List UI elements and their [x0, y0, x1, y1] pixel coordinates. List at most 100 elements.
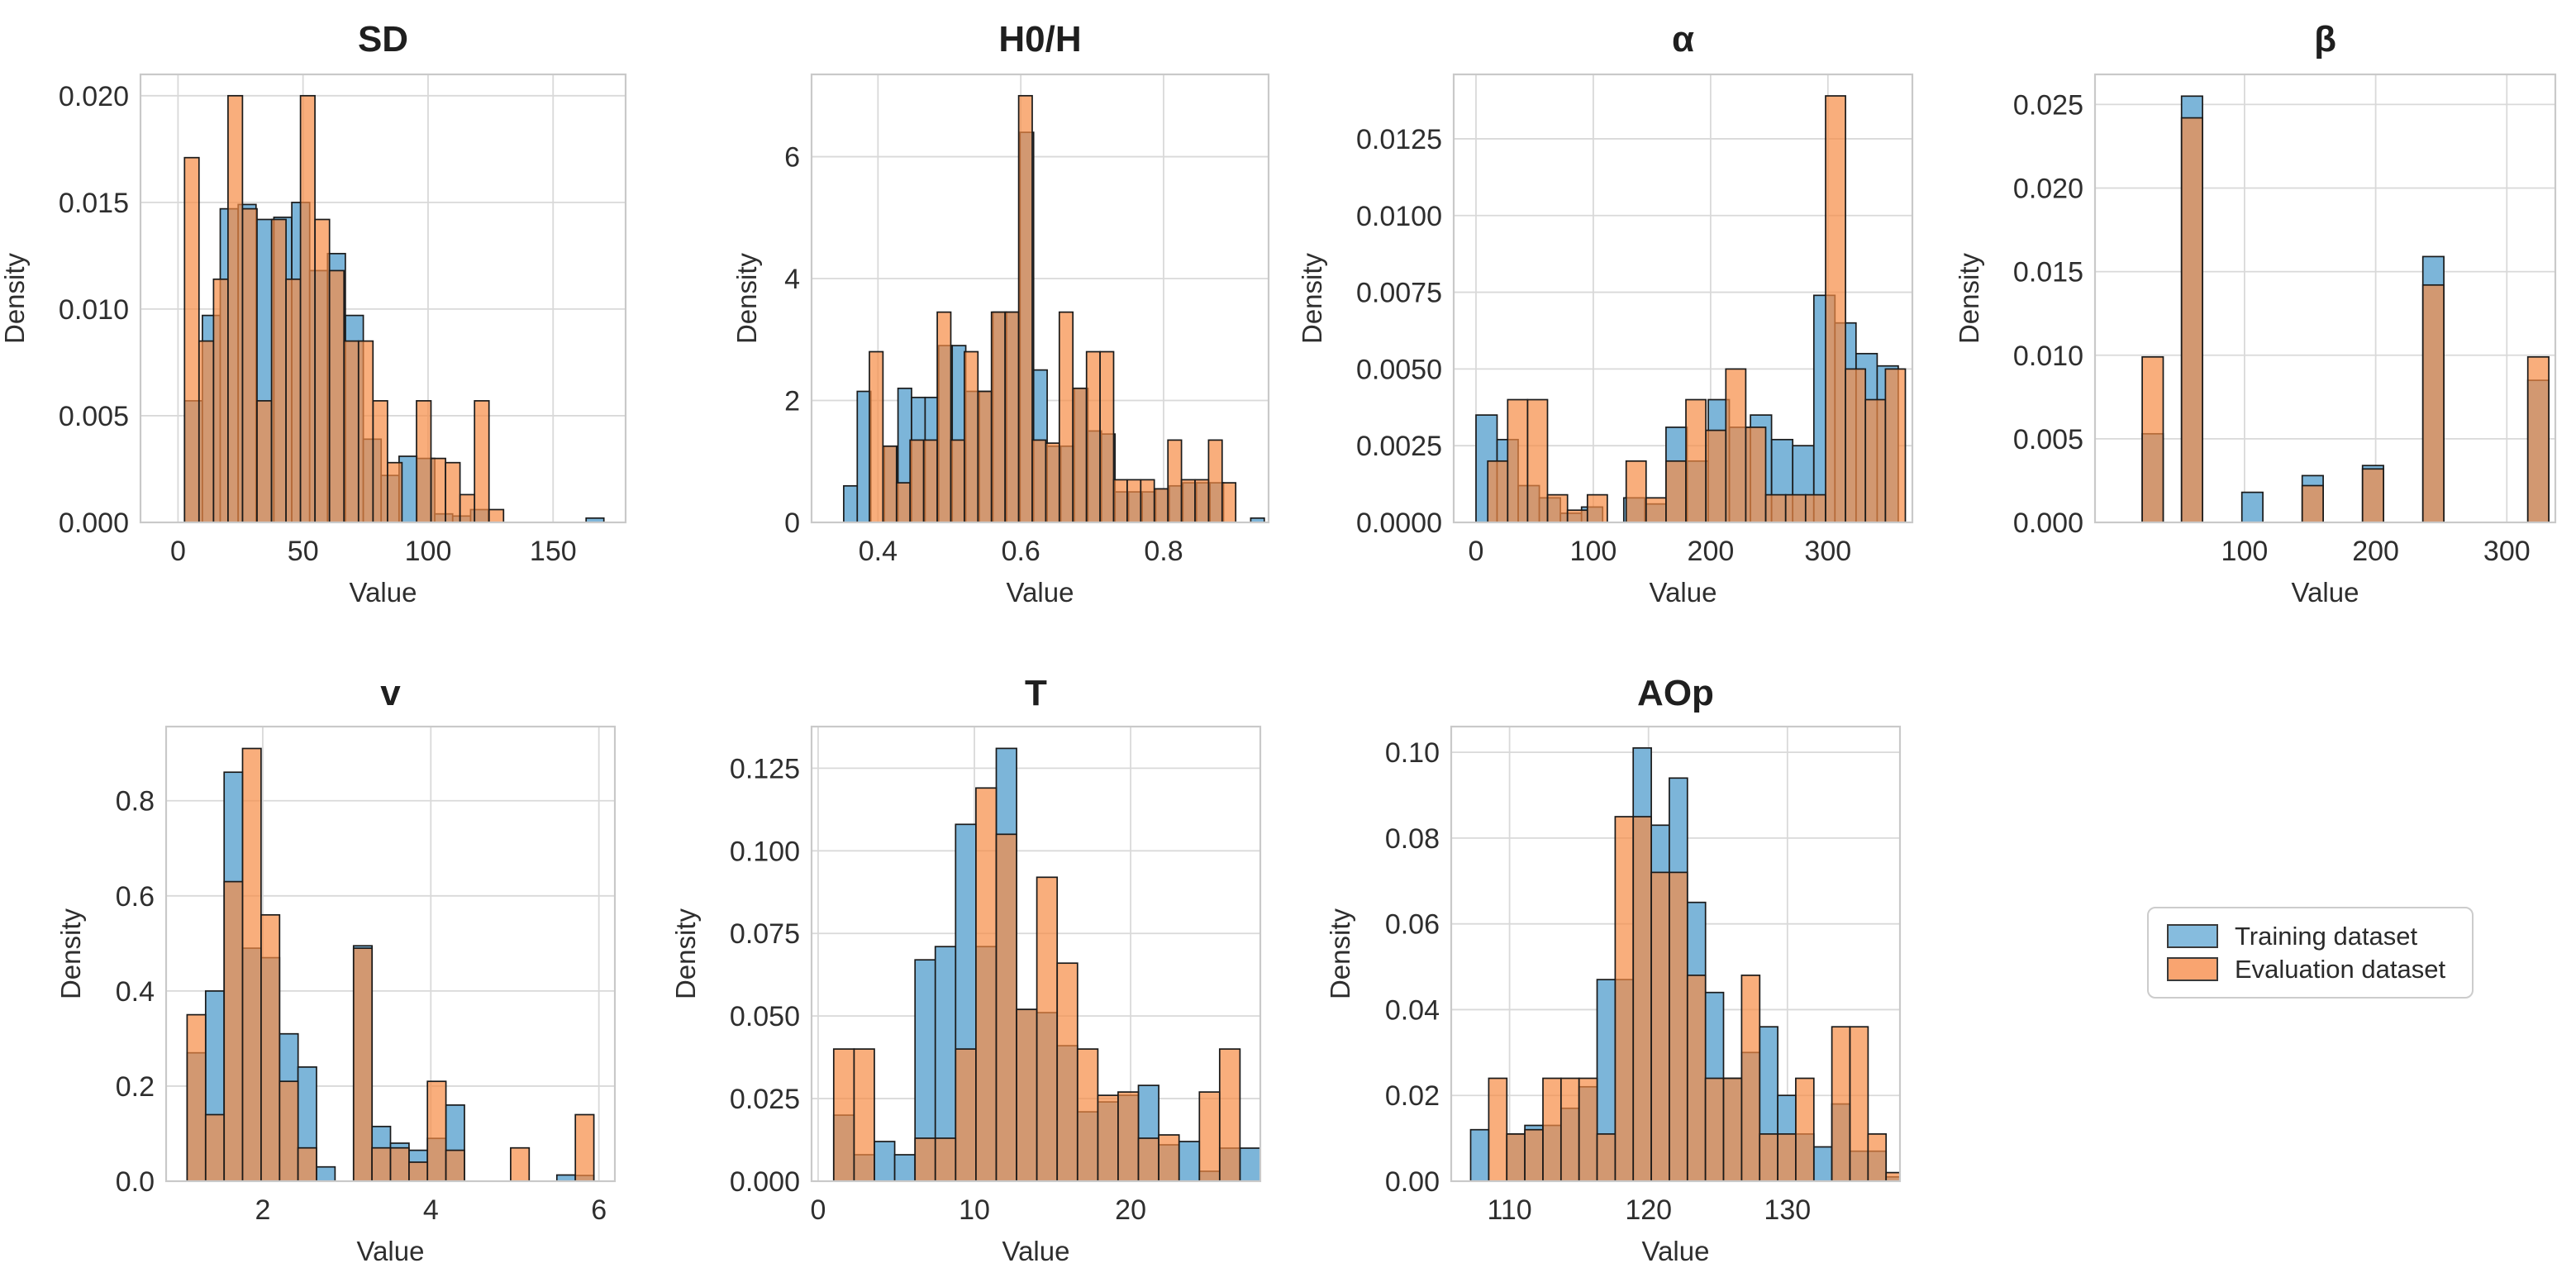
x-tick-label: 300 — [2483, 536, 2531, 567]
chart-h0h: 0.4 0.6 0.8 0 2 4 6 H0/H Value Density — [644, 0, 1288, 644]
y-tick-label: 0.125 — [730, 753, 800, 784]
y-tick-label: 0.005 — [2013, 424, 2083, 455]
evaluation-bars — [183, 94, 505, 523]
y-tick-label: 0.000 — [2013, 508, 2083, 539]
y-axis-label: Density — [670, 908, 701, 999]
y-tick-label: 0.8 — [116, 786, 155, 817]
y-tick-label: 0.00 — [1385, 1166, 1440, 1198]
y-tick-label: 0.000 — [59, 508, 129, 539]
training-swatch-icon — [2167, 924, 2218, 948]
y-tick-label: 0.005 — [59, 401, 129, 432]
chart-title: H0/H — [998, 19, 1081, 60]
chart-title: β — [2314, 19, 2336, 60]
x-axis-label: Value — [1642, 1236, 1710, 1266]
y-tick-label: 0.04 — [1385, 995, 1440, 1027]
y-tick-label: 0.075 — [730, 918, 800, 950]
y-tick-label: 0.0 — [116, 1166, 155, 1198]
legend-item-training: Training dataset — [2167, 923, 2454, 949]
y-tick-label: 0.025 — [2013, 89, 2083, 121]
x-tick-label: 130 — [1764, 1194, 1811, 1226]
legend-item-evaluation: Evaluation dataset — [2167, 956, 2454, 982]
x-tick-label: 100 — [2221, 536, 2269, 567]
x-tick-label: 4 — [423, 1194, 439, 1226]
y-tick-label: 0.10 — [1385, 737, 1440, 769]
y-axis-label: Density — [0, 252, 30, 344]
evaluation-bars — [186, 747, 595, 1182]
x-tick-label: 120 — [1625, 1194, 1672, 1226]
plot-area — [2095, 74, 2555, 522]
subplot-cell-aop: 110 120 130 0.00 0.02 0.04 0.06 0.08 0.10 AOp Valu… — [1288, 644, 1931, 1287]
x-tick-label: 100 — [405, 536, 452, 567]
y-tick-label: 0.025 — [730, 1084, 800, 1115]
y-tick-label: 0.100 — [730, 836, 800, 867]
x-tick-label: 0 — [170, 536, 186, 567]
x-tick-label: 6 — [591, 1194, 607, 1226]
y-tick-label: 0.4 — [116, 976, 155, 1008]
subplot-cell-alpha: 0 100 200 300 0.0000 0.0025 0.0050 0.0075 0.0100… — [1288, 0, 1931, 644]
chart-title: SD — [358, 19, 408, 60]
chart-title: AOp — [1637, 673, 1714, 713]
subplot-cell-h0h: 0.4 0.6 0.8 0 2 4 6 H0/H Value Density — [644, 0, 1288, 644]
subplot-cell-empty: Training dataset Evaluation dataset — [1931, 644, 2576, 1287]
y-tick-label: 0.020 — [2013, 174, 2083, 205]
y-tick-label: 0.020 — [59, 81, 129, 112]
chart-t: 0 10 20 0.000 0.025 0.050 0.075 0.100 0.125 T Valu… — [644, 644, 1288, 1287]
y-tick-label: 0.0050 — [1356, 354, 1442, 385]
x-tick-label: 0.4 — [859, 536, 898, 567]
x-tick-label: 0 — [810, 1194, 826, 1226]
evaluation-swatch-icon — [2167, 957, 2218, 981]
x-axis-label: Value — [1007, 577, 1074, 608]
chart-title: T — [1025, 673, 1047, 713]
evaluation-bars — [1488, 816, 1901, 1182]
y-tick-label: 0.015 — [2013, 257, 2083, 288]
legend-label-evaluation: Evaluation dataset — [2235, 955, 2446, 984]
x-tick-label: 50 — [288, 536, 319, 567]
y-tick-label: 0.2 — [116, 1071, 155, 1103]
x-tick-label: 110 — [1487, 1194, 1531, 1226]
chart-aop: 110 120 130 0.00 0.02 0.04 0.06 0.08 0.10 AOp Valu… — [1288, 644, 1931, 1287]
y-tick-label: 0.0075 — [1356, 278, 1442, 309]
x-tick-label: 0.8 — [1144, 536, 1183, 567]
y-tick-label: 0.0025 — [1356, 431, 1442, 462]
x-tick-label: 0.6 — [1002, 536, 1040, 567]
y-tick-label: 4 — [784, 264, 800, 295]
chart-beta: 100 200 300 0.000 0.005 0.010 0.015 0.020 0.025 β… — [1931, 0, 2576, 644]
x-tick-label: 20 — [1115, 1194, 1146, 1226]
y-axis-label: Density — [1325, 908, 1355, 999]
y-tick-label: 0.08 — [1385, 823, 1440, 855]
chart-title: v — [380, 673, 401, 713]
x-axis-label: Value — [357, 1236, 425, 1266]
y-tick-label: 0.02 — [1385, 1080, 1440, 1112]
x-tick-label: 300 — [1804, 536, 1851, 567]
y-tick-label: 0.050 — [730, 1001, 800, 1032]
y-axis-label: Density — [731, 252, 762, 344]
y-tick-label: 0.0000 — [1356, 508, 1442, 539]
chart-v: 2 4 6 0.0 0.2 0.4 0.6 0.8 v Value Density — [0, 644, 644, 1287]
x-tick-label: 200 — [1688, 536, 1735, 567]
y-tick-label: 0.010 — [59, 294, 129, 326]
x-tick-label: 0 — [1469, 536, 1484, 567]
y-tick-label: 0.0125 — [1356, 124, 1442, 155]
y-tick-label: 0.015 — [59, 188, 129, 219]
x-tick-label: 2 — [255, 1194, 270, 1226]
x-tick-label: 10 — [959, 1194, 990, 1226]
y-tick-label: 0 — [784, 508, 800, 539]
y-tick-label: 0.0100 — [1356, 201, 1442, 232]
chart-alpha: 0 100 200 300 0.0000 0.0025 0.0050 0.0075 0.0100… — [1288, 0, 1931, 644]
y-tick-label: 0.000 — [730, 1166, 800, 1198]
subplot-cell-beta: 100 200 300 0.000 0.005 0.010 0.015 0.020 0.025 β… — [1931, 0, 2576, 644]
y-tick-label: 0.010 — [2013, 341, 2083, 372]
x-tick-label: 150 — [530, 536, 577, 567]
y-tick-label: 6 — [784, 142, 800, 174]
subplot-cell-sd: 0 50 100 150 0.000 0.005 0.010 0.015 0.020 SD Valu… — [0, 0, 644, 644]
x-axis-label: Value — [2292, 577, 2359, 608]
chart-sd: 0 50 100 150 0.000 0.005 0.010 0.015 0.020 SD Valu… — [0, 0, 644, 644]
subplot-cell-v: 2 4 6 0.0 0.2 0.4 0.6 0.8 v Value Density — [0, 644, 644, 1287]
chart-title: α — [1672, 19, 1694, 60]
y-tick-label: 2 — [784, 386, 800, 417]
y-tick-label: 0.6 — [116, 881, 155, 913]
y-axis-label: Density — [1954, 252, 1984, 344]
legend: Training dataset Evaluation dataset — [2147, 907, 2474, 999]
